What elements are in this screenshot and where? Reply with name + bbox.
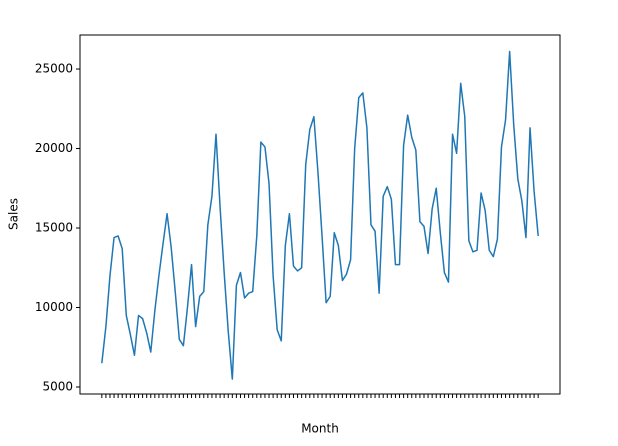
y-tick-label: 5000 (42, 380, 73, 394)
y-tick-label: 20000 (35, 141, 73, 155)
line-series (101, 50, 539, 380)
plot-frame (79, 34, 561, 395)
y-tick-label: 10000 (35, 300, 73, 314)
x-axis-label: Month (301, 422, 339, 436)
y-tick-label: 25000 (35, 62, 73, 76)
y-axis-label: Sales (7, 198, 21, 230)
y-tick-label: 15000 (35, 221, 73, 235)
